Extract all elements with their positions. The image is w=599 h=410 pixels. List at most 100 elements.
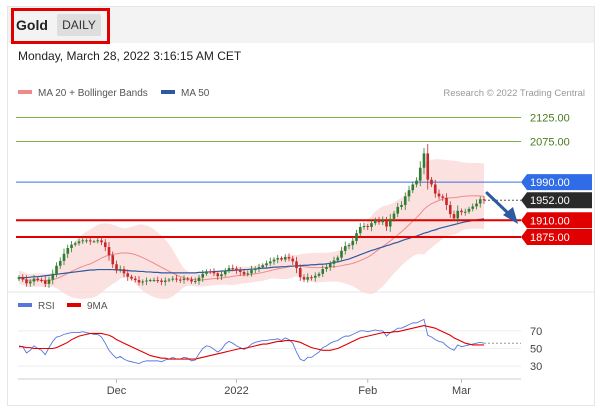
timeframe-button[interactable]: DAILY [57, 14, 101, 36]
candle-body [343, 246, 347, 251]
candle-body [231, 268, 235, 270]
candle-body [452, 214, 456, 219]
candle-body [246, 273, 250, 275]
candle-body [81, 240, 85, 242]
candle-body [17, 277, 21, 280]
candle-body [392, 213, 396, 219]
legend-ma50: MA 50 [161, 88, 209, 99]
candle-body [115, 264, 118, 271]
forecast-arrow-shaft [485, 191, 511, 216]
rsi-tick-label: 30 [530, 361, 542, 373]
candle-body [85, 240, 88, 242]
candle-body [370, 223, 373, 228]
candle-body [208, 271, 212, 273]
candle-body [265, 263, 268, 266]
candle-body [197, 277, 201, 282]
candle-body [28, 281, 32, 284]
candle-body [460, 210, 463, 213]
candle-body [332, 260, 336, 264]
candle-body [373, 219, 377, 224]
candle-body [216, 273, 220, 277]
candle-body [403, 196, 407, 206]
x-tick-label: Mar [452, 385, 471, 397]
candle-body [358, 227, 362, 234]
level-label-target: 2075.00 [530, 136, 570, 148]
symbol-highlight-box [11, 8, 110, 44]
candle-body [160, 280, 163, 282]
candle-body [250, 270, 253, 274]
candle-body [366, 226, 370, 228]
candle-body [25, 279, 28, 284]
candle-body [310, 277, 313, 279]
candle-body [291, 258, 295, 262]
legend-ma20-bollinger: MA 20 + Bollinger Bands [18, 88, 148, 99]
candle-body [377, 219, 381, 223]
candle-body [283, 257, 287, 260]
candle-body [55, 265, 58, 274]
candle-body [445, 197, 448, 206]
candle-body [336, 257, 340, 261]
forecast-arrow-head [503, 207, 518, 224]
research-credit: Research © 2022 Trading Central [443, 88, 585, 99]
candle-body [92, 241, 96, 243]
legend-rsi-label: RSI [38, 301, 55, 312]
candle-body [220, 274, 223, 277]
candle-body [133, 278, 137, 281]
candle-body [193, 281, 197, 283]
level-tag-current [521, 192, 592, 209]
x-tick-label: Dec [107, 385, 127, 397]
legend-rsi-swatch [18, 303, 32, 308]
candle-body [77, 241, 81, 244]
candle-body [111, 255, 115, 265]
candle-body [51, 273, 55, 280]
candle-body [328, 263, 332, 268]
rsi-tick-label: 50 [530, 344, 542, 356]
candle-body [190, 279, 193, 282]
candle-body [475, 203, 478, 207]
x-tick-label: 2022 [224, 385, 248, 397]
legend-ma20-label: MA 20 + Bollinger Bands [38, 88, 148, 99]
candle-body [317, 273, 321, 276]
candle-body [381, 220, 385, 223]
candle-body [362, 226, 366, 228]
rsi-9ma-line [19, 324, 484, 360]
candle-body [302, 277, 306, 280]
candle-body [276, 258, 280, 260]
candle-body [430, 179, 433, 185]
level-label-target: 2125.00 [530, 113, 570, 125]
candle-body [295, 261, 298, 269]
candle-body [385, 220, 388, 227]
candle-body [152, 280, 156, 282]
candle-body [422, 153, 426, 168]
candle-body [280, 258, 283, 260]
candle-body [437, 193, 441, 197]
candle-body [148, 280, 152, 282]
candle-body [100, 240, 103, 243]
candle-body [448, 205, 452, 215]
candle-body [36, 278, 40, 281]
candle-body [171, 278, 175, 280]
candle-body [167, 279, 171, 281]
legend-rsi: RSI [18, 301, 55, 312]
candle-body [227, 268, 231, 271]
candle-body [122, 269, 126, 274]
candle-body [482, 199, 486, 201]
legend-9ma-swatch [67, 303, 81, 308]
candle-body [32, 278, 36, 282]
candle-body [163, 280, 167, 282]
candle-body [298, 268, 302, 278]
candle-body [242, 271, 246, 275]
candle-body [253, 268, 257, 271]
level-label-resistance: 1990.00 [530, 177, 570, 189]
candle-body [340, 250, 343, 258]
candle-body [235, 268, 238, 271]
candle-body [456, 210, 460, 219]
legend-ma50-label: MA 50 [181, 88, 210, 99]
candle-body [141, 281, 145, 283]
level-tag-support [521, 229, 592, 246]
legend-9ma-label: 9MA [87, 301, 108, 312]
candle-body [182, 278, 186, 281]
symbol-name: Gold [16, 17, 48, 33]
candle-body [66, 248, 70, 254]
